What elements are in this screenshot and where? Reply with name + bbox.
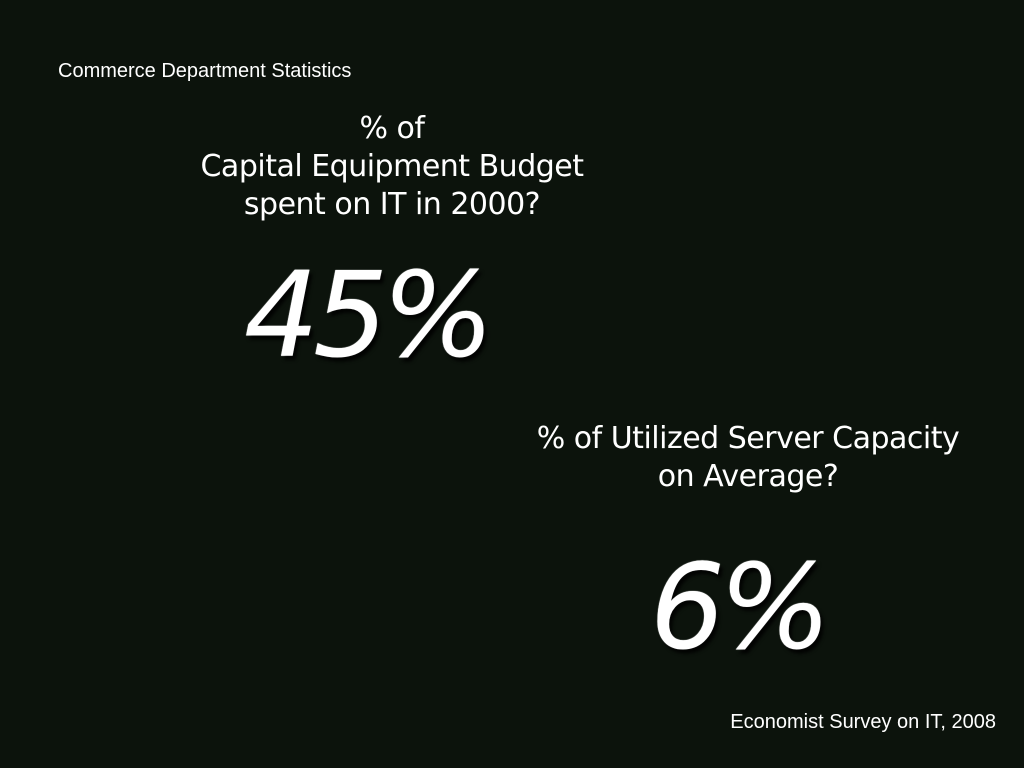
question-server-capacity: % of Utilized Server Capacity on Average… bbox=[536, 421, 960, 494]
source-economist-survey: Economist Survey on IT, 2008 bbox=[730, 711, 996, 733]
answer-server-capacity-percent: 6% bbox=[650, 538, 831, 676]
source-commerce-department: Commerce Department Statistics bbox=[58, 60, 352, 82]
question-it-budget: % of Capital Equipment Budget spent on I… bbox=[200, 111, 584, 222]
answer-it-budget-percent: 45% bbox=[244, 246, 494, 384]
